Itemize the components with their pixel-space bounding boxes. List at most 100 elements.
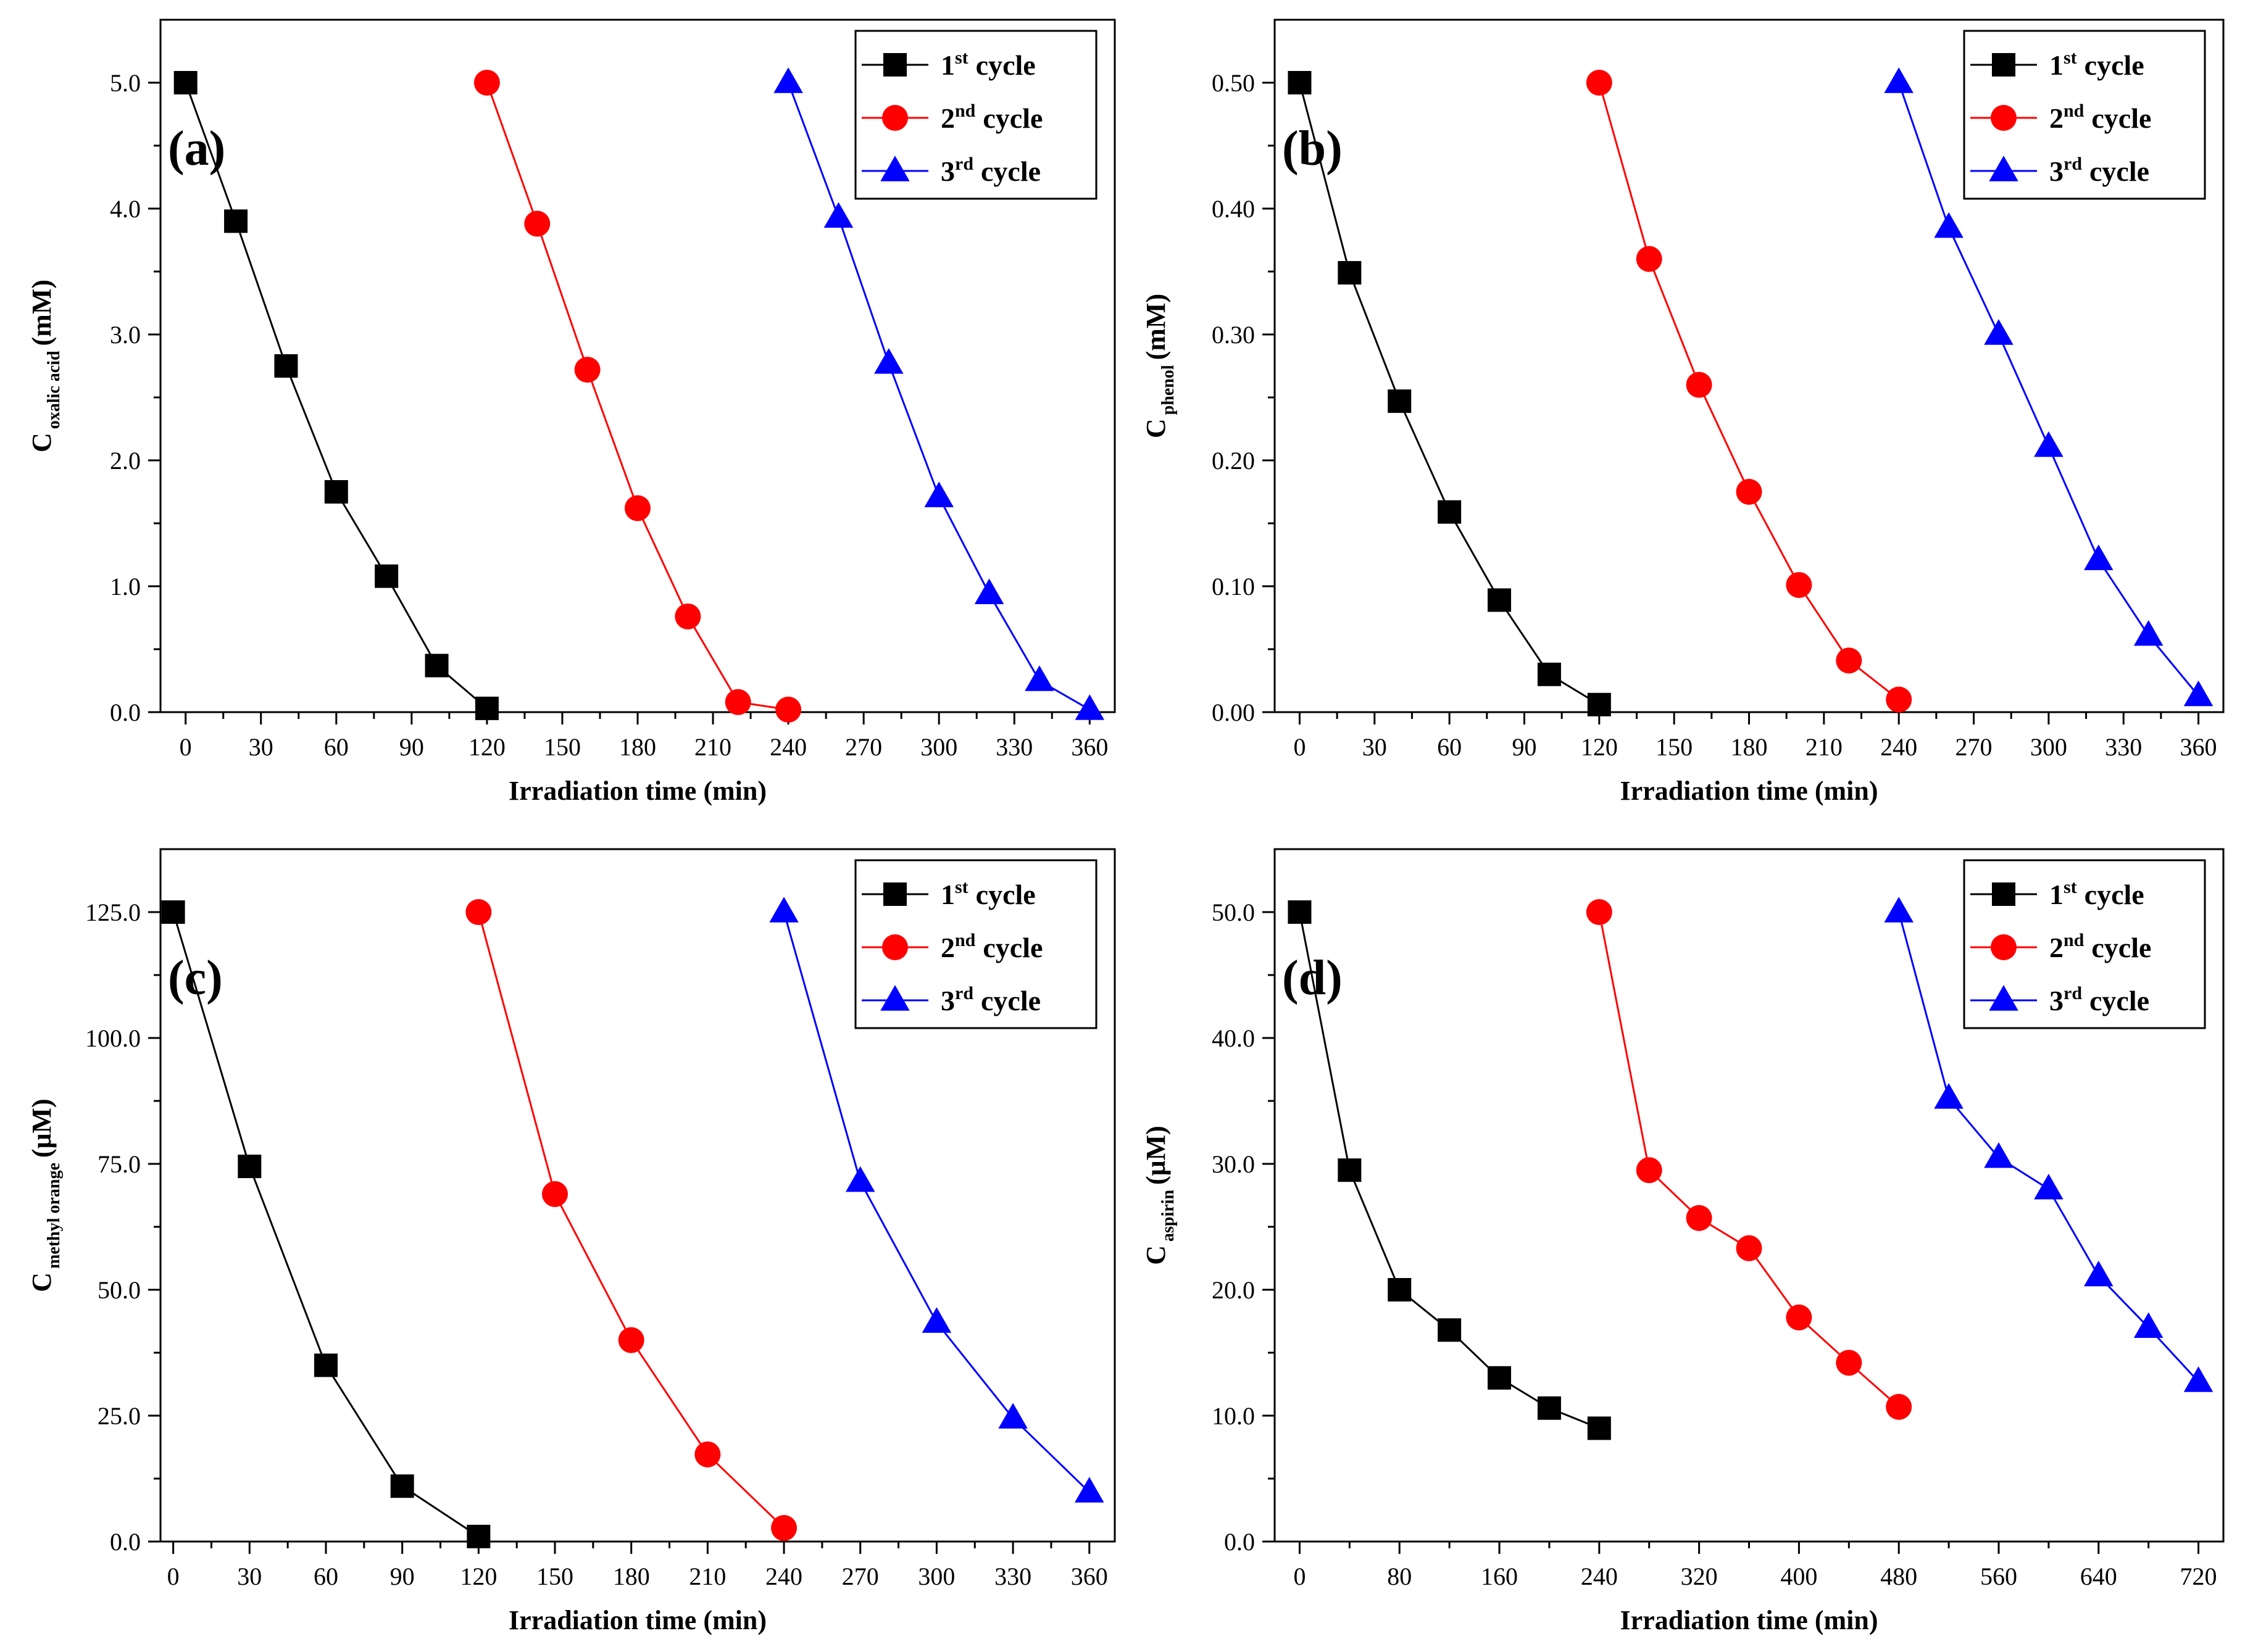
legend-word: cycle — [976, 879, 1036, 910]
data-point — [224, 209, 248, 233]
legend-ordinal: 2 — [2049, 102, 2064, 134]
legend-label: 3rd cycle — [941, 154, 1041, 187]
series-1 — [161, 900, 491, 1548]
series-line — [1598, 82, 1900, 700]
y-axis-title-subscript: oxalic acid — [44, 351, 64, 429]
data-point — [1736, 479, 1762, 505]
data-point — [1786, 571, 1812, 598]
legend-item-3: 3rd cycle — [1970, 983, 2149, 1016]
y-axis-title: Cmethyl orange (μM) — [27, 1098, 64, 1292]
y-axis-title-subscript: methyl orange — [44, 1163, 64, 1269]
y-tick-label: 0.10 — [1212, 573, 1255, 600]
x-tick-label: 80 — [1387, 1563, 1412, 1590]
x-tick-label: 180 — [619, 733, 656, 761]
legend-word: cycle — [2091, 102, 2151, 134]
data-point — [2084, 544, 2114, 570]
data-point — [1934, 212, 1964, 238]
y-tick-label: 50.0 — [1212, 899, 1255, 926]
data-point — [1338, 1158, 1362, 1182]
series-2 — [1586, 899, 1912, 1420]
data-point — [465, 899, 492, 925]
data-point — [475, 696, 499, 720]
legend-marker — [880, 156, 910, 181]
legend-item-1: 1st cycle — [1970, 48, 2144, 81]
series-line — [477, 911, 785, 1529]
series-3 — [769, 897, 1104, 1503]
data-point — [2183, 680, 2214, 707]
series-line — [486, 82, 789, 711]
data-point — [725, 689, 751, 715]
x-tick-label: 360 — [1071, 1563, 1108, 1590]
data-point — [1586, 899, 1612, 925]
legend-superscript: rd — [2064, 154, 2082, 174]
data-point — [1488, 1366, 1512, 1390]
legend-ordinal: 3 — [941, 985, 955, 1016]
legend-item-1: 1st cycle — [1970, 877, 2144, 910]
data-point — [1537, 1396, 1561, 1420]
legend-ordinal: 3 — [941, 156, 955, 187]
data-point — [1438, 1318, 1462, 1342]
x-tick-label: 30 — [237, 1563, 262, 1590]
legend-word: cycle — [2085, 879, 2144, 910]
series-line — [1298, 82, 1600, 706]
x-tick-label: 560 — [1980, 1563, 2017, 1590]
data-point — [390, 1474, 414, 1498]
data-point — [1587, 692, 1611, 716]
legend-ordinal: 1 — [2049, 49, 2064, 81]
legend-label: 2nd cycle — [2049, 930, 2151, 963]
data-point — [1587, 1416, 1611, 1440]
y-tick-label: 4.0 — [110, 195, 141, 223]
series-3 — [1884, 897, 2214, 1392]
y-tick-label: 0.30 — [1212, 321, 1255, 349]
x-tick-label: 90 — [390, 1563, 415, 1590]
data-point — [2133, 620, 2164, 646]
data-point — [694, 1441, 721, 1467]
data-point — [1488, 588, 1512, 612]
x-tick-label: 150 — [1656, 733, 1693, 761]
legend-item-3: 3rd cycle — [862, 154, 1041, 187]
data-point — [1388, 1278, 1412, 1301]
legend-ordinal: 2 — [941, 932, 955, 963]
x-tick-label: 300 — [918, 1563, 955, 1590]
series-3 — [773, 67, 1105, 720]
legend-superscript: rd — [2064, 983, 2082, 1003]
legend-item-2: 2nd cycle — [862, 930, 1043, 963]
data-point — [1338, 261, 1362, 285]
series-line — [172, 911, 480, 1538]
legend-item-2: 2nd cycle — [1970, 101, 2151, 134]
data-point — [2034, 1174, 2064, 1200]
y-axis-title-subscript: phenol — [1159, 365, 1178, 415]
panel-label: (c) — [168, 951, 223, 1005]
legend-item-1: 1st cycle — [862, 877, 1036, 910]
x-tick-label: 90 — [1512, 733, 1536, 761]
data-point — [473, 70, 500, 96]
legend-label: 2nd cycle — [941, 930, 1043, 963]
data-point — [375, 564, 399, 588]
x-tick-label: 270 — [1956, 733, 1993, 761]
x-tick-label: 0 — [180, 733, 192, 761]
data-point — [2183, 1366, 2214, 1392]
data-point — [1686, 371, 1712, 398]
data-point — [1886, 686, 1912, 713]
y-axis-title: Coxalic acid (mM) — [27, 280, 64, 452]
legend-word: cycle — [981, 985, 1041, 1016]
series-2 — [465, 899, 798, 1541]
legend-marker — [883, 53, 907, 77]
x-tick-label: 330 — [996, 733, 1033, 761]
data-point — [1288, 71, 1312, 94]
legend-item-1: 1st cycle — [862, 48, 1036, 81]
legend-marker — [1991, 105, 2017, 131]
data-point — [1075, 694, 1105, 720]
series-3 — [1884, 67, 2214, 707]
x-tick-label: 60 — [324, 733, 349, 761]
legend-ordinal: 2 — [941, 102, 955, 134]
x-tick-label: 270 — [842, 1563, 879, 1590]
legend-word: cycle — [2089, 985, 2149, 1016]
x-tick-label: 360 — [2180, 733, 2217, 761]
data-point — [1438, 500, 1462, 524]
x-axis-title: Irradiation time (min) — [1620, 1605, 1878, 1635]
data-point — [173, 71, 198, 94]
y-tick-label: 10.0 — [1212, 1402, 1255, 1430]
data-point — [924, 481, 954, 507]
legend-item-3: 3rd cycle — [862, 983, 1041, 1016]
